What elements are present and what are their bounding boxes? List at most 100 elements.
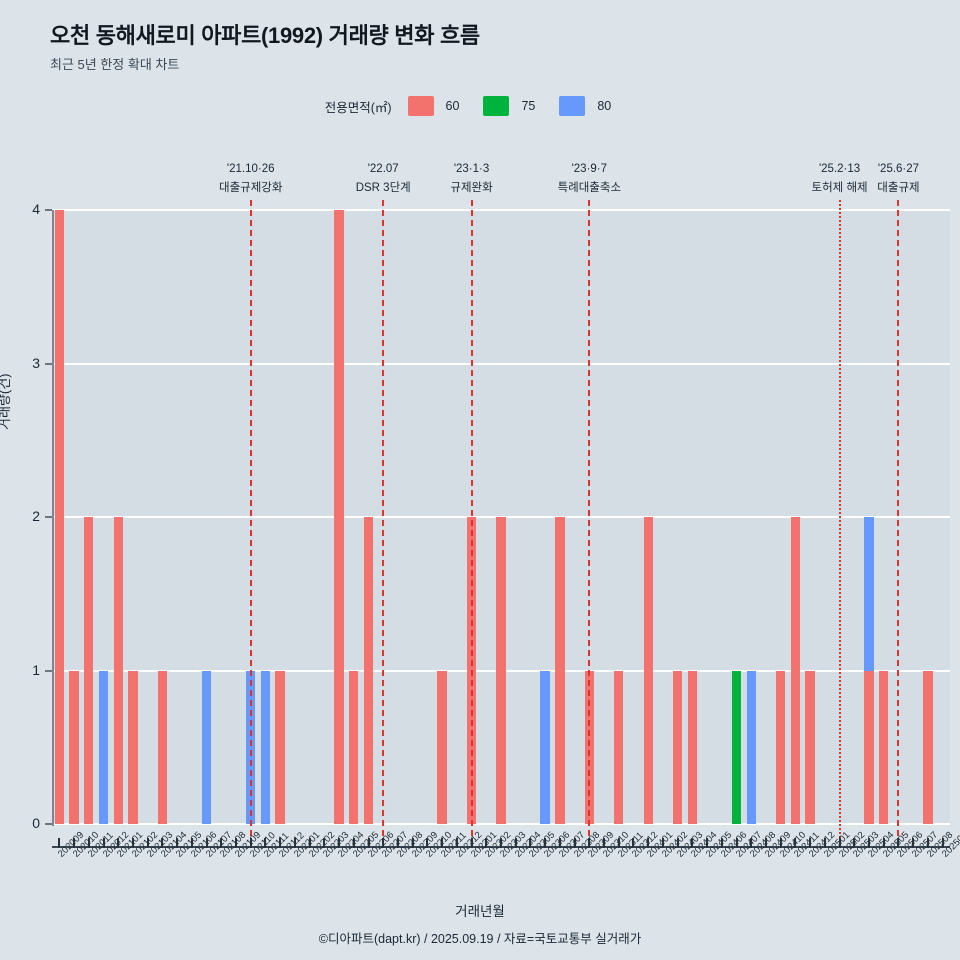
- event-label-202502: '25.2·13 토허제 해제: [780, 160, 900, 198]
- event-date-202502: '25.2·13: [818, 163, 861, 175]
- x-tick-202106: [190, 838, 193, 848]
- event-desc-202309: 특례대출축소: [557, 182, 622, 194]
- event-label-202506: '25.6·27 대출규제: [838, 160, 958, 198]
- event-label-202110: '21.10·26 대출규제강화: [191, 160, 311, 198]
- x-tick-202309: [588, 838, 591, 848]
- x-tick-202207: [382, 838, 385, 848]
- x-tick-202412: [809, 838, 812, 848]
- bar-202412-60[interactable]: [805, 670, 815, 824]
- chart-footer: ©디아파트(dapt.kr) / 2025.09.19 / 자료=국토교통부 실…: [318, 932, 642, 946]
- x-tick-202107: [205, 838, 208, 848]
- bar-202205-60[interactable]: [349, 670, 359, 824]
- x-tick-202502: [838, 838, 841, 848]
- bar-202311-60[interactable]: [614, 670, 624, 824]
- event-label-202301: '23·1·3 규제완화: [412, 160, 532, 198]
- bar-202012-80[interactable]: [98, 670, 109, 824]
- event-date-202207: '22.07: [367, 163, 399, 175]
- x-tick-202306: [544, 838, 547, 848]
- x-tick-202108: [220, 838, 223, 848]
- x-tick-202209: [411, 838, 414, 848]
- legend-item-80[interactable]: 80: [559, 96, 625, 116]
- legend-label-60: 60: [445, 99, 460, 113]
- event-desc-202110: 대출규제강화: [218, 182, 283, 194]
- x-tick-202301: [470, 838, 473, 848]
- bar-202204-60[interactable]: [334, 210, 344, 824]
- x-tick-202311: [617, 838, 620, 848]
- bar-202107-80[interactable]: [201, 670, 212, 824]
- x-tick-202404: [691, 838, 694, 848]
- bar-202111-80[interactable]: [260, 670, 271, 824]
- legend-item-60[interactable]: 60: [407, 96, 474, 116]
- gridline-y-3: [52, 362, 950, 365]
- bar-202410-60[interactable]: [775, 670, 786, 824]
- x-tick-202402: [661, 838, 664, 848]
- x-tick-202410: [779, 838, 782, 848]
- y-tick-mark-1: [45, 669, 52, 672]
- legend-label-75: 75: [521, 99, 536, 113]
- x-tick-202103: [146, 838, 149, 848]
- x-tick-202212: [455, 838, 458, 848]
- bar-202411-60[interactable]: [790, 517, 801, 824]
- bar-202112-60[interactable]: [275, 670, 285, 824]
- bar-202504-80[interactable]: [864, 517, 874, 671]
- bar-202505-60[interactable]: [879, 670, 889, 824]
- x-tick-202105: [176, 838, 179, 848]
- x-tick-202205: [352, 838, 355, 848]
- bar-202307-60[interactable]: [555, 517, 565, 824]
- x-tick-202312: [632, 838, 635, 848]
- event-line-202502: [838, 200, 841, 846]
- bar-202407-75[interactable]: [731, 670, 742, 824]
- x-tick-202104: [161, 838, 164, 848]
- bar-202303-60[interactable]: [496, 517, 506, 824]
- x-tick-202305: [529, 838, 532, 848]
- legend-item-75[interactable]: 75: [483, 96, 549, 116]
- x-tick-202204: [338, 838, 341, 848]
- event-line-202110: [249, 200, 252, 846]
- bar-202011-60[interactable]: [84, 517, 94, 824]
- event-line-202301: [470, 200, 473, 846]
- y-tick-mark-0: [45, 823, 52, 825]
- x-tick-202401: [647, 838, 650, 848]
- x-tick-202407: [735, 838, 738, 848]
- x-tick-202308: [573, 838, 576, 848]
- x-tick-202405: [706, 838, 709, 848]
- y-tick-label-1: 1: [32, 661, 40, 678]
- y-tick-mark-2: [45, 516, 52, 518]
- x-tick-202506: [897, 838, 900, 848]
- event-desc-202301: 규제완화: [450, 182, 493, 194]
- x-tick-202102: [131, 838, 134, 848]
- x-tick-202303: [500, 838, 502, 848]
- x-tick-202304: [514, 838, 517, 848]
- x-tick-202505: [882, 838, 885, 848]
- x-tick-202111: [264, 838, 267, 848]
- bar-202404-60[interactable]: [687, 670, 698, 824]
- bar-202508-60[interactable]: [923, 670, 933, 824]
- y-tick-label-3: 3: [32, 354, 40, 371]
- plot-area: [52, 209, 950, 825]
- bar-202408-80[interactable]: [746, 670, 756, 824]
- x-tick-202403: [676, 838, 679, 848]
- bar-202504-60[interactable]: [864, 670, 874, 824]
- event-line-202309: [588, 200, 591, 846]
- bar-202104-60[interactable]: [157, 670, 168, 824]
- bar-202101-60[interactable]: [113, 517, 123, 824]
- x-tick-202406: [720, 838, 723, 848]
- legend-swatch-75: [483, 96, 510, 116]
- x-tick-202508: [926, 838, 929, 848]
- x-tick-202210: [426, 838, 429, 848]
- bar-202010-60[interactable]: [69, 670, 79, 824]
- bar-202009-60[interactable]: [54, 210, 65, 824]
- chart-subtitle: 최근 5년 한정 확대 차트: [50, 57, 180, 72]
- bar-202403-60[interactable]: [672, 670, 683, 824]
- bar-202306-80[interactable]: [540, 670, 550, 824]
- x-tick-202208: [396, 838, 399, 848]
- bar-202102-60[interactable]: [128, 670, 138, 824]
- bar-202206-60[interactable]: [363, 517, 374, 824]
- x-tick-202507: [912, 838, 915, 848]
- bar-202401-60[interactable]: [643, 517, 653, 824]
- bar-202211-60[interactable]: [437, 670, 447, 824]
- x-tick-202409: [764, 838, 767, 848]
- legend-title: 전용면적(㎡): [324, 100, 392, 115]
- y-axis-line: [52, 210, 54, 826]
